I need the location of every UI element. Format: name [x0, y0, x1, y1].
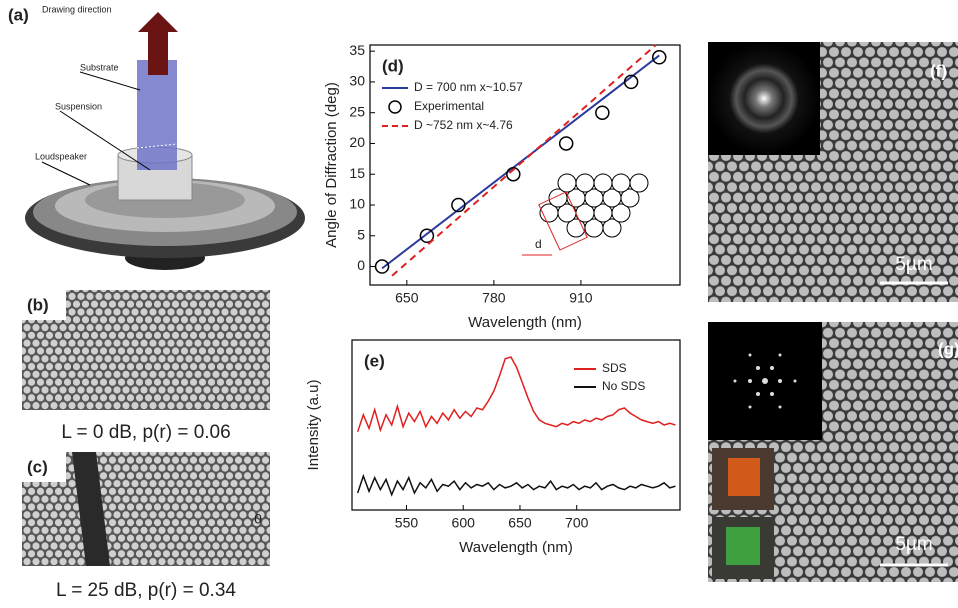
x-tick-label: 910 — [569, 290, 593, 306]
y-tick-label: 5 — [357, 226, 365, 242]
setup-illustration — [25, 12, 305, 270]
lattice-sphere — [611, 203, 631, 223]
x-tick-label: 650 — [395, 290, 419, 306]
fft-spots — [733, 353, 797, 409]
fit-line — [391, 44, 657, 277]
caption: L = 0 dB, p(r) = 0.06 — [61, 422, 230, 443]
plot-frame — [351, 339, 681, 511]
x-tick-label: 600 — [452, 515, 476, 531]
x-tick-label: 700 — [565, 515, 589, 531]
lattice-sphere — [593, 173, 613, 193]
x-tick-label: 650 — [508, 515, 532, 531]
lattice-sphere — [611, 173, 631, 193]
x-tick-label: 780 — [482, 290, 506, 306]
y-tick-label: 0 — [254, 511, 262, 527]
y-tick-label: 15 — [349, 165, 365, 181]
caption: L = 25 dB, p(r) = 0.34 — [56, 580, 236, 601]
x-tick-label: 550 — [395, 515, 419, 531]
x-axis-title: Wavelength (nm) — [468, 314, 582, 331]
lattice-sphere — [557, 173, 577, 193]
data-point — [651, 50, 667, 65]
data-point — [419, 228, 435, 244]
lattice-sphere — [629, 173, 649, 193]
photo — [728, 458, 760, 496]
annotation: Substrate — [80, 62, 119, 72]
legend-label: D = 700 nm x~10.57 — [414, 80, 523, 94]
annotation: d — [535, 237, 542, 251]
legend-label: Experimental — [414, 99, 484, 113]
data-point — [506, 166, 521, 182]
x-axis-title: Wavelength (nm) — [459, 539, 573, 556]
crack — [72, 452, 110, 566]
plot-frame — [369, 44, 681, 286]
panel-label: (e) — [364, 351, 385, 370]
y-tick-label: 20 — [349, 134, 365, 150]
y-tick-label: 30 — [349, 73, 365, 89]
y-axis-title: Angle of Diffraction (deg) — [323, 82, 340, 248]
label-box — [22, 290, 66, 320]
y-tick-label: 10 — [349, 196, 365, 212]
fit-line — [381, 54, 660, 270]
annotation: Loudspeaker — [35, 151, 87, 161]
legend-label: No SDS — [602, 379, 645, 393]
lattice-sphere — [620, 188, 640, 208]
scale-label: 5µm — [895, 254, 932, 275]
data-point — [558, 136, 574, 151]
scale-label: 5µm — [895, 534, 932, 555]
legend-label: SDS — [602, 361, 627, 375]
annotation: Suspension — [55, 101, 102, 111]
spectrum-line — [356, 356, 676, 433]
legend-marker — [388, 100, 402, 114]
panel-label: (c) — [27, 457, 48, 476]
lattice-sphere — [602, 218, 622, 238]
y-tick-label: 0 — [357, 257, 365, 273]
panel-label: (b) — [27, 295, 49, 314]
panel-label: (a) — [8, 5, 29, 24]
y-axis-title: Intensity (a.u) — [305, 380, 322, 471]
panel-label: (f) — [930, 61, 947, 80]
panel-label: (d) — [382, 56, 404, 75]
annotation: Drawing direction — [42, 4, 112, 14]
panel-label: (g) — [938, 339, 958, 358]
data-point — [595, 105, 610, 120]
legend-label: D ~752 nm x~4.76 — [414, 118, 513, 132]
data-point — [451, 197, 466, 213]
y-tick-label: 25 — [349, 103, 365, 119]
lattice-outline — [538, 191, 588, 251]
photo — [726, 527, 760, 565]
label-box — [22, 452, 66, 482]
spectrum-line — [356, 473, 676, 497]
fft-inset — [708, 42, 820, 155]
y-tick-label: 35 — [349, 42, 365, 58]
data-point — [374, 259, 390, 274]
lattice-sphere — [575, 173, 595, 193]
data-point — [623, 74, 639, 90]
